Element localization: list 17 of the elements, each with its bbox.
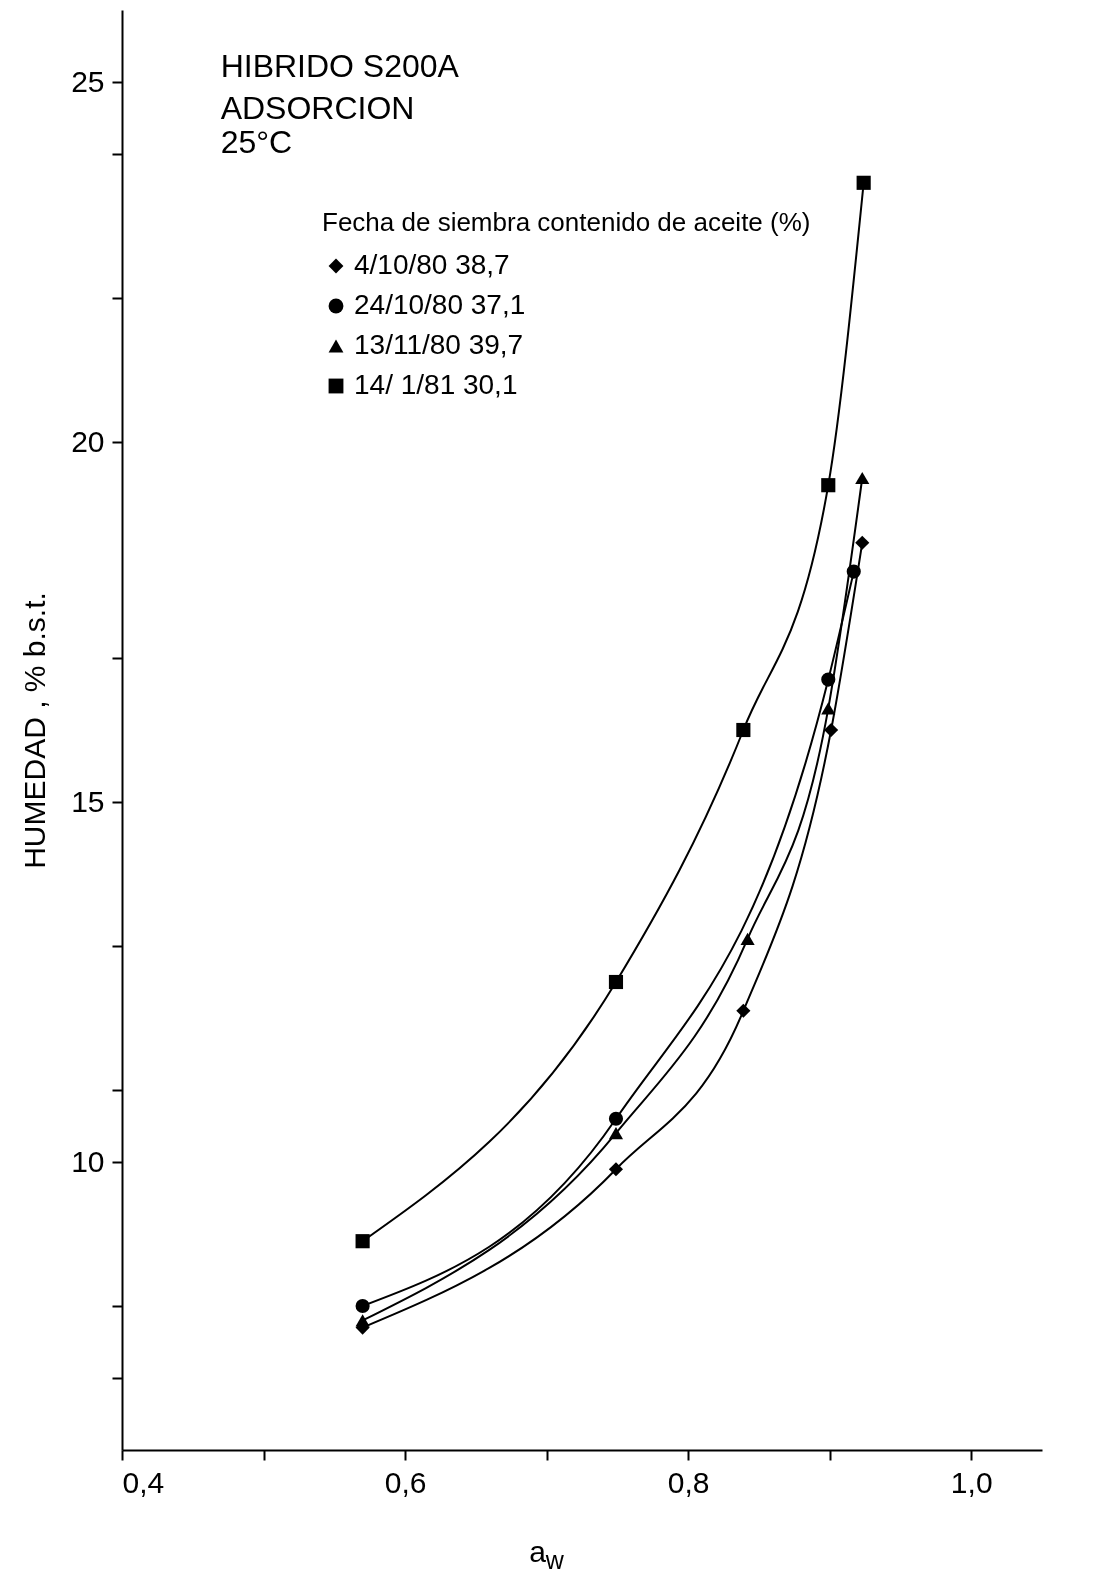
text: HIBRIDO S200A xyxy=(220,48,460,84)
y-tick-label: 10 xyxy=(71,1144,105,1178)
x-tick-label: 0,4 xyxy=(122,1465,165,1499)
y-tick-label: 20 xyxy=(71,424,105,458)
y-tick-label: 25 xyxy=(71,64,105,98)
text: ADSORCION 25°C xyxy=(220,90,415,160)
legend-label: 14/ 1/81 30,1 xyxy=(354,369,518,400)
legend-label: 4/10/80 38,7 xyxy=(354,249,510,280)
legend-label: 24/10/80 37,1 xyxy=(354,289,526,320)
x-tick-label: 0,6 xyxy=(384,1465,427,1499)
y-tick-label: 15 xyxy=(71,784,105,818)
x-tick-label: 0,8 xyxy=(667,1465,710,1499)
legend-title: Fecha de siembra contenido de aceite (%) xyxy=(322,207,811,237)
x-tick-label: 1,0 xyxy=(950,1465,993,1499)
x-axis-title: a$_{w}$ xyxy=(528,1535,565,1575)
y-axis-title: HUMEDAD , % b.s.t. xyxy=(18,592,52,869)
legend-label: 13/11/80 39,7 xyxy=(354,329,524,360)
